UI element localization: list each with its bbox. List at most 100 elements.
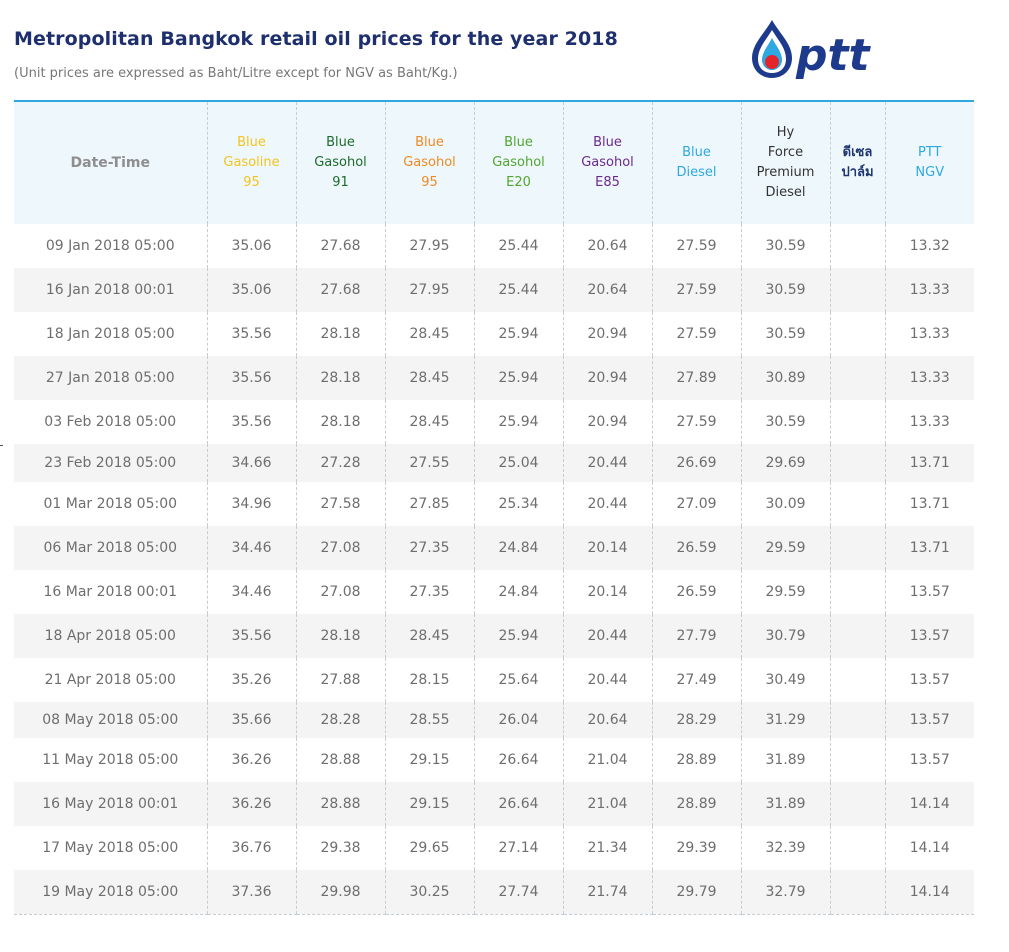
column-header-line: NGV xyxy=(915,165,945,180)
cell-g95: 36.26 xyxy=(206,738,296,782)
column-header-line: E85 xyxy=(595,175,620,190)
cell-e20: 25.44 xyxy=(473,268,563,312)
cell-date-time: 06 Mar 2018 05:00 xyxy=(14,526,207,570)
cell-e85: 20.64 xyxy=(562,702,652,738)
cell-hy: 31.29 xyxy=(740,702,830,738)
cell-e20: 25.94 xyxy=(473,614,563,658)
cell-palm xyxy=(829,400,885,444)
table-row: 18 Jan 2018 05:00 35.56 28.18 28.45 25.94 20.… xyxy=(14,312,974,356)
page-title: Metropolitan Bangkok retail oil prices f… xyxy=(14,28,618,50)
cell-e85: 21.04 xyxy=(562,782,652,826)
column-header-palm: ดีเซล ปาล์ม xyxy=(829,100,885,224)
cell-gh95: 27.35 xyxy=(384,526,474,570)
cell-ngv: 14.14 xyxy=(884,826,974,870)
column-header-line: E20 xyxy=(506,175,531,190)
cell-hy: 31.89 xyxy=(740,738,830,782)
cell-date-time: 11 May 2018 05:00 xyxy=(42,752,179,768)
cell-date-time: 18 Apr 2018 05:00 xyxy=(14,614,207,658)
cell-ngv: 13.57 xyxy=(884,570,974,614)
table-row: 18 Apr 2018 05:00 35.56 28.18 28.45 25.94 20.… xyxy=(14,614,974,658)
table-header: Date-Time Blue Gasoline 95 Blue Gasohol 91 Blue… xyxy=(14,100,974,224)
cell-e85: 20.64 xyxy=(562,224,652,268)
cell-dsl: 27.09 xyxy=(651,482,741,526)
cell-gh95: 28.45 xyxy=(384,356,474,400)
cell-g91: 27.58 xyxy=(295,482,385,526)
column-header-dt: Date-Time xyxy=(14,100,207,224)
price-table-container: Date-Time Blue Gasoline 95 Blue Gasohol 91 Blue… xyxy=(14,100,974,915)
cell-e20: 25.94 xyxy=(473,400,563,444)
cell-palm xyxy=(829,482,885,526)
table-row: 16 May 2018 00:01 36.26 28.88 29.15 26.64 21.… xyxy=(14,782,974,826)
column-header-line: Gasohol xyxy=(403,155,456,170)
cell-e20: 25.94 xyxy=(473,312,563,356)
cell-date-time: 17 May 2018 05:00 xyxy=(42,840,179,856)
cell-g95: 35.56 xyxy=(206,614,296,658)
cell-date-time: 19 May 2018 05:00 xyxy=(14,870,207,915)
cell-date-time: 01 Mar 2018 05:00 xyxy=(43,496,178,512)
cell-ngv: 13.71 xyxy=(884,526,974,570)
column-header-line: 95 xyxy=(421,175,438,190)
column-header-line: Diesel xyxy=(676,165,717,180)
table-row: 03 Feb 2018 05:00 35.56 28.18 28.45 25.94 20.… xyxy=(14,400,974,444)
column-header-line: ปาล์ม xyxy=(841,165,874,180)
cell-dsl: 28.89 xyxy=(651,782,741,826)
cell-g95: 36.26 xyxy=(206,782,296,826)
cell-e85: 21.34 xyxy=(562,826,652,870)
cell-e85: 20.94 xyxy=(562,356,652,400)
cell-hy: 32.39 xyxy=(740,826,830,870)
cell-g91: 27.08 xyxy=(295,526,385,570)
cell-e20: 25.64 xyxy=(473,658,563,702)
cell-date-time: 23 Feb 2018 05:00 xyxy=(14,444,207,482)
cell-ngv: 13.33 xyxy=(884,400,974,444)
column-header-g91: Blue Gasohol 91 xyxy=(295,100,385,224)
cell-e85: 20.14 xyxy=(562,570,652,614)
column-header-line: Blue xyxy=(682,145,711,160)
cell-g95: 35.56 xyxy=(206,356,296,400)
cell-e85: 20.14 xyxy=(562,526,652,570)
cell-palm xyxy=(829,658,885,702)
cell-dsl: 27.59 xyxy=(651,224,741,268)
cell-date-time: 16 May 2018 00:01 xyxy=(14,782,207,826)
cell-dsl: 27.49 xyxy=(651,658,741,702)
cell-e85: 20.94 xyxy=(562,312,652,356)
cell-date-time: 08 May 2018 05:00 xyxy=(14,702,207,738)
column-header-line: Gasoline xyxy=(223,155,280,170)
cell-gh95: 27.85 xyxy=(384,482,474,526)
cell-dsl: 26.69 xyxy=(651,444,741,482)
cell-g91: 28.28 xyxy=(295,702,385,738)
cell-e85: 20.64 xyxy=(562,268,652,312)
column-header-line: Gasohol xyxy=(314,155,367,170)
cell-palm xyxy=(829,356,885,400)
cell-gh95: 27.35 xyxy=(384,570,474,614)
ptt-drop-icon xyxy=(752,20,792,78)
cell-date-time: 16 Mar 2018 00:01 xyxy=(43,584,178,600)
cell-palm xyxy=(829,312,885,356)
cell-e85: 20.94 xyxy=(562,400,652,444)
cell-ngv: 14.14 xyxy=(884,870,974,915)
cell-e20: 25.04 xyxy=(473,444,563,482)
cell-gh95: 29.15 xyxy=(384,782,474,826)
cell-dsl: 29.39 xyxy=(651,826,741,870)
cell-g91: 28.18 xyxy=(295,400,385,444)
cell-palm xyxy=(829,570,885,614)
cell-ngv: 13.57 xyxy=(884,738,974,782)
cell-gh95: 28.55 xyxy=(384,702,474,738)
column-header-gh95: Blue Gasohol 95 xyxy=(384,100,474,224)
ptt-logo-text: ptt xyxy=(795,30,872,80)
cell-gh95: 27.95 xyxy=(384,268,474,312)
cell-hy: 30.59 xyxy=(740,224,830,268)
cell-e20: 24.84 xyxy=(473,570,563,614)
cell-e20: 26.64 xyxy=(473,782,563,826)
cell-g95: 35.06 xyxy=(206,268,296,312)
cell-palm xyxy=(829,224,885,268)
cell-ngv: 13.32 xyxy=(884,224,974,268)
cell-e20: 24.84 xyxy=(473,526,563,570)
column-header-line: Blue xyxy=(593,135,622,150)
column-header-hy: Hy Force Premium Diesel xyxy=(740,100,830,224)
column-header-line: Hy xyxy=(776,125,795,140)
cell-g95: 34.46 xyxy=(206,570,296,614)
cell-hy: 31.89 xyxy=(740,782,830,826)
column-header-line: Premium xyxy=(756,165,815,180)
cell-g91: 27.08 xyxy=(295,570,385,614)
column-header-line: 91 xyxy=(332,175,349,190)
